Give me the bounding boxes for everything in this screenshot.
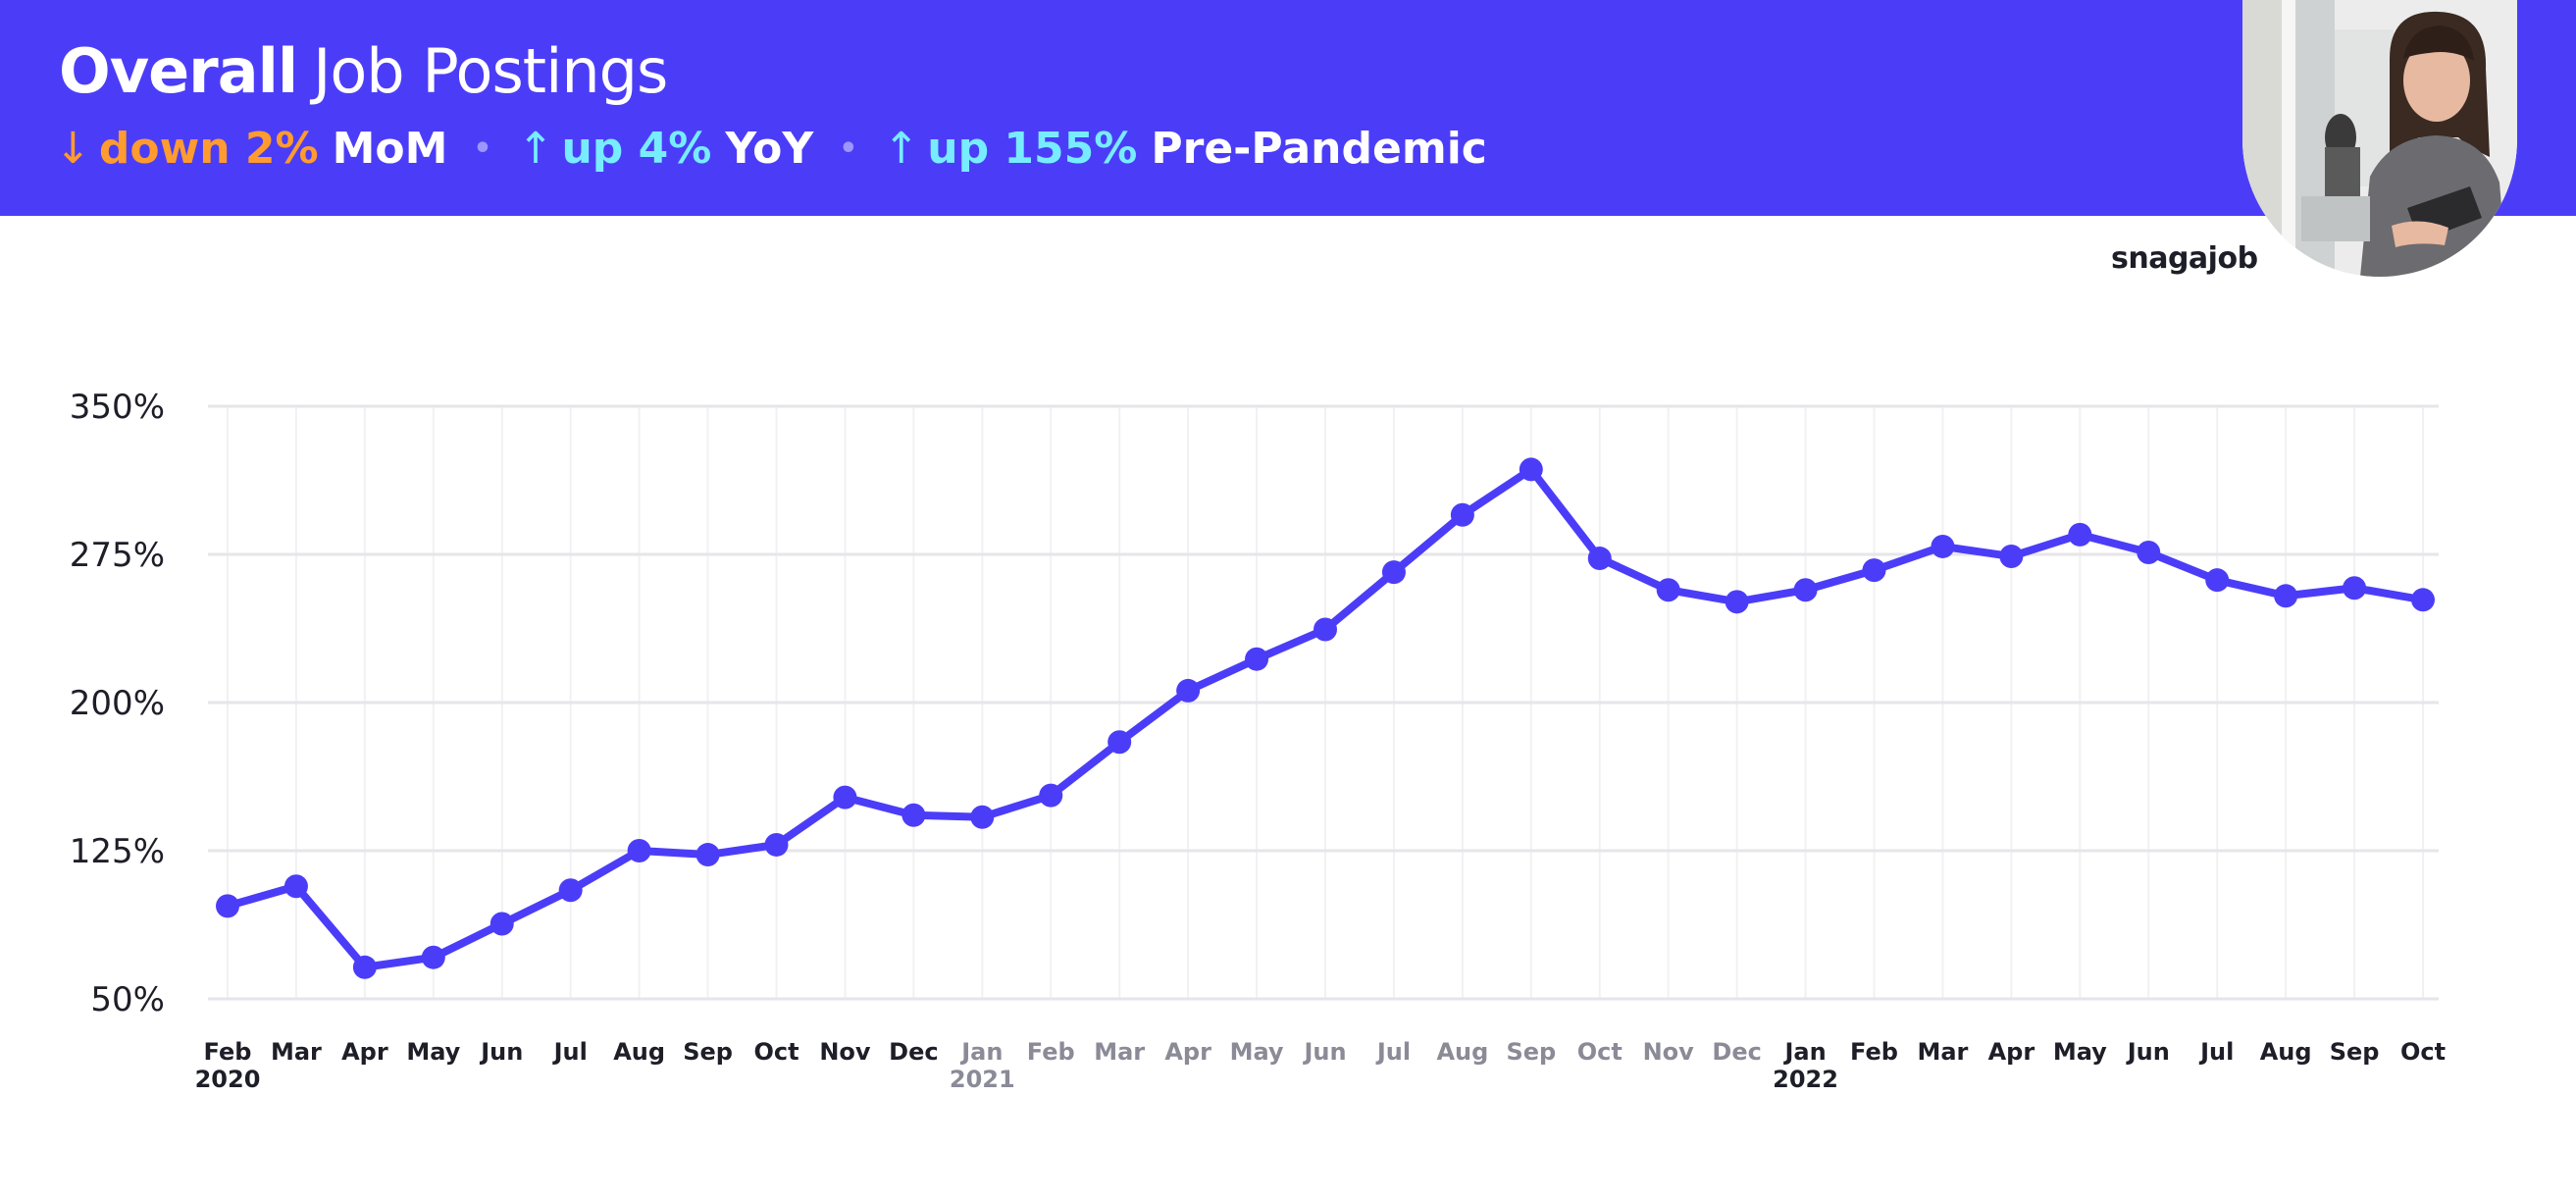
data-point [2205, 568, 2230, 593]
data-point [1656, 578, 1680, 602]
x-tick-label: Sep [2330, 1038, 2380, 1066]
data-point [352, 955, 377, 979]
stat-yoy-value: up 4% [561, 124, 712, 174]
data-point [2411, 588, 2435, 612]
data-point [2343, 576, 2367, 600]
stat-prepandemic-label: Pre-Pandemic [1151, 124, 1487, 174]
stat-mom-value: down 2% [98, 124, 319, 174]
x-year-label: 2021 [950, 1066, 1015, 1093]
data-point [1450, 502, 1474, 527]
x-tick-label: Jul [2198, 1038, 2234, 1066]
x-tick-label: Feb [1850, 1038, 1898, 1066]
x-tick-label: Oct [2400, 1038, 2446, 1066]
x-tick-label: Aug [2260, 1038, 2312, 1066]
x-tick-label: Jun [1302, 1038, 1346, 1066]
x-tick-label: Apr [1164, 1038, 1211, 1066]
data-point [627, 839, 651, 862]
data-point [1108, 730, 1132, 755]
person-photo-illustration [2242, 0, 2517, 277]
data-point [764, 832, 789, 857]
arrow-down-icon: ↓ [55, 124, 91, 174]
data-point [1039, 783, 1063, 808]
stat-yoy-label: YoY [725, 124, 814, 174]
data-point [558, 878, 583, 903]
data-point [489, 912, 514, 936]
stat-prepandemic: ↑ up 155% Pre-Pandemic [883, 124, 1486, 174]
stat-mom-label: MoM [332, 124, 448, 174]
data-point [1587, 547, 1612, 571]
data-point [696, 843, 720, 867]
x-tick-label: Nov [819, 1038, 871, 1066]
x-tick-label: Mar [1917, 1038, 1968, 1066]
data-point [283, 874, 308, 899]
data-point [1519, 457, 1543, 482]
data-point [1245, 647, 1269, 671]
x-tick-label: Feb [1027, 1038, 1075, 1066]
x-tick-label: Sep [1506, 1038, 1556, 1066]
person-photo [2242, 0, 2517, 277]
y-tick-label: 350% [70, 388, 165, 427]
arrow-up-icon: ↑ [883, 124, 920, 174]
data-point [421, 945, 445, 969]
snagajob-logo: snagajob [2111, 241, 2258, 276]
x-tick-label: Mar [271, 1038, 322, 1066]
x-tick-label: Jul [552, 1038, 588, 1066]
data-point [902, 803, 926, 827]
x-tick-label: Oct [1577, 1038, 1623, 1066]
y-tick-label: 200% [70, 684, 165, 723]
x-tick-label: Jan [959, 1038, 1003, 1066]
data-point [2068, 522, 2092, 547]
title-bold: Overall [59, 35, 298, 107]
data-point [216, 894, 239, 918]
x-tick-label: Nov [1643, 1038, 1695, 1066]
x-year-label: 2022 [1773, 1066, 1838, 1093]
x-tick-label: May [1230, 1038, 1284, 1066]
stat-mom: ↓ down 2% MoM [55, 124, 447, 174]
x-year-label: 2020 [195, 1066, 261, 1093]
x-tick-label: Aug [613, 1038, 665, 1066]
data-point [833, 785, 857, 809]
stats-row: ↓ down 2% MoM • ↑ up 4% YoY • ↑ up 155% … [55, 124, 1487, 174]
x-tick-label: Apr [341, 1038, 388, 1066]
x-tick-label: May [406, 1038, 460, 1066]
x-tick-label: Jun [479, 1038, 523, 1066]
data-point [970, 805, 995, 829]
separator-dot: • [839, 131, 858, 166]
header-banner: Overall Job Postings ↓ down 2% MoM • ↑ up… [0, 0, 2576, 216]
data-point [1725, 590, 1749, 614]
x-tick-label: Aug [1436, 1038, 1488, 1066]
data-point [1999, 545, 2024, 569]
separator-dot: • [473, 131, 492, 166]
x-tick-label: Dec [889, 1038, 938, 1066]
data-point [1176, 678, 1201, 703]
y-tick-label: 125% [70, 832, 165, 871]
data-point [1381, 560, 1406, 585]
arrow-up-icon: ↑ [517, 124, 554, 174]
data-point [1314, 617, 1337, 642]
data-point [1862, 558, 1886, 583]
stat-yoy: ↑ up 4% YoY [518, 124, 814, 174]
title-light: Job Postings [313, 35, 668, 107]
stat-prepandemic-value: up 155% [927, 124, 1138, 174]
x-tick-label: Feb [204, 1038, 252, 1066]
data-point [2137, 540, 2161, 564]
y-tick-label: 50% [90, 980, 165, 1019]
x-tick-label: Oct [753, 1038, 799, 1066]
x-tick-label: Jul [1375, 1038, 1411, 1066]
x-tick-label: Apr [1988, 1038, 2035, 1066]
x-tick-label: Jan [1782, 1038, 1826, 1066]
y-tick-label: 275% [70, 536, 165, 575]
x-tick-label: Mar [1094, 1038, 1145, 1066]
data-point [2274, 584, 2298, 608]
page-title: Overall Job Postings [59, 35, 668, 107]
x-tick-label: Sep [683, 1038, 733, 1066]
x-tick-label: Dec [1712, 1038, 1761, 1066]
data-point [1793, 578, 1818, 602]
data-point [1931, 534, 1955, 558]
x-tick-label: Jun [2126, 1038, 2170, 1066]
x-tick-label: May [2053, 1038, 2107, 1066]
